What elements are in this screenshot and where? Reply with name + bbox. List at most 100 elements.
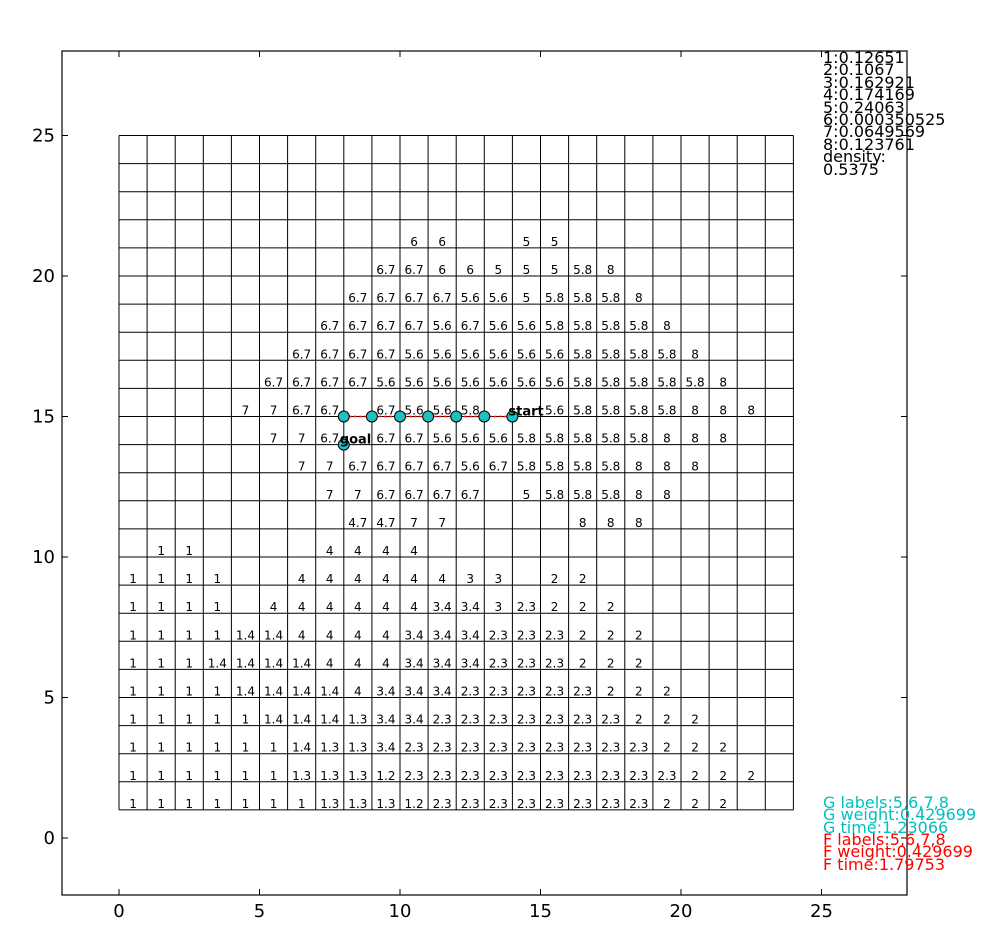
cell-label: 2.3 (489, 797, 508, 811)
cell-label: 6.7 (292, 404, 311, 418)
cell-label: 3 (466, 572, 474, 586)
cell-label: 2.3 (573, 769, 592, 783)
cell-label: 2.3 (517, 769, 536, 783)
cell-label: 3.4 (376, 685, 395, 699)
f-labels: F labels:5,6,7,8 (823, 830, 946, 849)
cell-label: 2.3 (545, 713, 564, 727)
cell-label: 3.4 (405, 656, 424, 670)
cell-label: 3 (495, 572, 503, 586)
cell-label: 1.4 (236, 656, 255, 670)
cell-label: 5.8 (573, 432, 592, 446)
cell-label: 5.6 (405, 375, 424, 389)
cell-label: 2 (551, 572, 559, 586)
point-label-goal: goal (340, 433, 371, 448)
cell-label: 1 (129, 656, 137, 670)
cell-label: 4 (354, 572, 362, 586)
stat-density-value: 0.5375 (823, 159, 879, 179)
cell-label: 2.3 (461, 713, 480, 727)
cell-label: 1 (185, 769, 193, 783)
y-tick-label: 10 (32, 547, 55, 568)
cell-label: 5.6 (405, 404, 424, 418)
cell-label: 2.3 (489, 628, 508, 642)
cell-label: 1 (129, 685, 137, 699)
cell-label: 6.7 (376, 432, 395, 446)
cell-label: 5.6 (433, 375, 452, 389)
cell-label: 2.3 (545, 628, 564, 642)
cell-label: 6.7 (376, 347, 395, 361)
cell-label: 5.8 (657, 375, 676, 389)
cell-label: 5 (523, 235, 531, 249)
cell-label: 1 (129, 769, 137, 783)
cell-label: 6.7 (320, 404, 339, 418)
cell-label: 3.4 (376, 741, 395, 755)
cell-label: 1.4 (264, 628, 283, 642)
cell-label: 5.6 (376, 375, 395, 389)
cell-label: 2.3 (573, 797, 592, 811)
stat-line-1: 1:0.12651 (823, 48, 905, 67)
cell-label: 1.4 (264, 656, 283, 670)
cell-label: 6 (438, 263, 446, 277)
cell-label: 3.4 (461, 628, 480, 642)
cell-label: 6.7 (348, 460, 367, 474)
cell-label: 2 (663, 797, 671, 811)
x-tick-label: 0 (113, 901, 124, 922)
cell-label: 4.7 (348, 516, 367, 530)
cell-label: 3.4 (405, 628, 424, 642)
cell-label: 1.3 (348, 769, 367, 783)
cell-label: 5.8 (601, 347, 620, 361)
cell-label: 5.6 (545, 347, 564, 361)
g-time: G time:1.23066 (823, 817, 949, 837)
grid-lines (118, 135, 794, 811)
cell-label: 5.6 (489, 432, 508, 446)
cell-label: 6.7 (405, 319, 424, 333)
cell-label: 8 (635, 291, 643, 305)
cell-label: 1 (157, 628, 165, 642)
cell-label: 1.4 (292, 713, 311, 727)
plot-frame (61, 50, 908, 896)
cell-label: 5 (523, 488, 531, 502)
stat-line-3: 3:0.162921 (823, 72, 915, 92)
cell-label: 5.6 (433, 319, 452, 333)
cell-label: 6.7 (376, 404, 395, 418)
cell-label: 3.4 (376, 713, 395, 727)
cell-label: 2 (719, 797, 727, 811)
cell-label: 2.3 (545, 685, 564, 699)
cell-label: 5 (551, 235, 559, 249)
cell-label: 8 (663, 432, 671, 446)
cell-label: 2.3 (461, 741, 480, 755)
cell-label: 2.3 (517, 797, 536, 811)
cell-label: 1 (214, 572, 222, 586)
cell-label: 2 (579, 600, 587, 614)
path-point (365, 410, 378, 423)
cell-label: 4 (438, 572, 446, 586)
cell-label: 5.8 (601, 404, 620, 418)
cell-label: 2.3 (405, 741, 424, 755)
cell-label: 4 (354, 685, 362, 699)
cell-label: 5.6 (433, 404, 452, 418)
cell-label: 2 (747, 769, 755, 783)
cell-label: 1 (242, 769, 250, 783)
cell-label: 5.6 (461, 347, 480, 361)
cell-label: 5.6 (461, 432, 480, 446)
cell-label: 5.8 (545, 291, 564, 305)
stat-density-label: density: (823, 147, 886, 167)
cell-label: 7 (326, 488, 334, 502)
cell-label: 2 (607, 656, 615, 670)
cell-label: 6.7 (376, 319, 395, 333)
cell-label: 5 (551, 263, 559, 277)
cell-label: 1.4 (292, 741, 311, 755)
cell-label: 1.3 (292, 769, 311, 783)
cell-label: 2.3 (601, 713, 620, 727)
cell-label: 7 (354, 488, 362, 502)
cell-label: 1.4 (320, 713, 339, 727)
cell-label: 6.7 (320, 375, 339, 389)
cell-label: 2 (663, 713, 671, 727)
cell-label: 4 (326, 600, 334, 614)
cell-label: 5.6 (433, 432, 452, 446)
cell-labels: 6 6 5 5 6.7 6.7 6 6 5 5 5 5.8 8 6.7 6.7 6.7 6.7 5.6 5.6 5 5.… (129, 235, 755, 811)
cell-label: 4 (410, 544, 418, 558)
cell-label: 4 (354, 628, 362, 642)
cell-label: 6.7 (376, 291, 395, 305)
cell-label: 2.3 (433, 769, 452, 783)
